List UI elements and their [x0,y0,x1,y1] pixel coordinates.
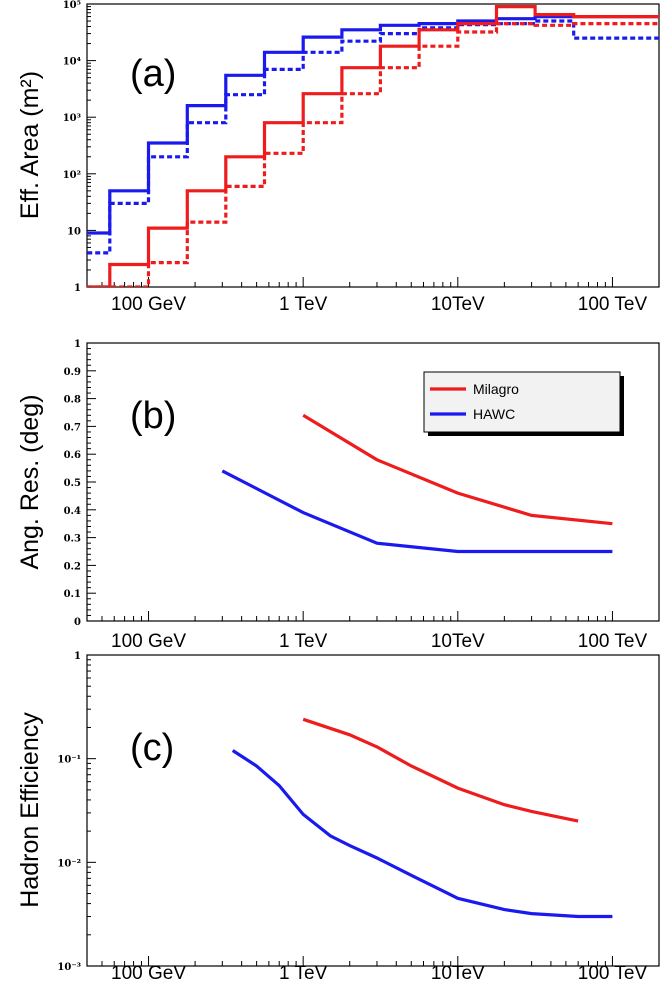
panel-label: (b) [130,395,176,437]
x-tick-label: 100 GeV [111,631,186,652]
y-tick-label: 10² [63,170,81,181]
series-line-milagro-solid [302,413,613,526]
chart-panel-a: 1 10 10² 10³ 10⁴ 10⁵ 100 GeV 1 TeV 10TeV 100 TeV E… [16,0,660,315]
y-tick-label: 0.1 [64,589,81,600]
y-tick-label: 10⁻¹ [57,755,81,766]
y-tick-label: 10⁴ [63,57,82,68]
y-tick-label: 10 [67,226,81,237]
y-tick-label: 10⁵ [63,0,81,11]
y-tick-label: 0.2 [64,561,81,572]
series-line-milagro-dashed [87,22,659,287]
series-line-milagro-solid [302,717,579,823]
y-tick-label: 10⁻³ [57,962,81,973]
x-tick-label: 1 TeV [279,963,328,984]
plot-frame [86,3,660,288]
legend: Milagro HAWC [423,371,624,436]
series-group [221,413,613,554]
y-tick-label: 1 [74,283,81,294]
y-tick-label: 1 [74,651,81,662]
series-group [87,5,659,287]
panel-label: (a) [130,53,176,95]
chart-panel-b: 0 0.1 0.2 0.3 0.4 0.5 0.6 0.7 0.8 0.9 1 100 GeV 1 Te… [16,339,660,652]
y-tick-label: 0 [74,617,81,628]
x-tick-label: 10TeV [431,963,485,984]
y-tick-label: 0.5 [64,478,81,489]
x-tick-label: 100 GeV [111,294,186,315]
series-line-milagro-solid [87,5,659,287]
x-tick-label: 100 TeV [578,631,648,652]
plot-frame [86,654,660,967]
y-tick-label: 0.6 [64,450,81,461]
y-tick-label: 10⁻² [57,858,81,869]
y-tick-label: 0.4 [64,506,81,517]
x-tick-label: 100 GeV [111,963,186,984]
y-tick-label: 0.7 [64,422,81,433]
series-group [231,717,613,919]
y-tick-label: 10³ [63,113,81,124]
x-tick-label: 10TeV [431,631,485,652]
series-line-hawc-solid [221,469,613,554]
y-axis-label: Ang. Res. (deg) [16,394,44,569]
y-tick-label: 0.8 [64,395,81,406]
y-tick-label: 1 [74,339,81,350]
legend-box [423,371,621,433]
y-tick-label: 0.3 [64,534,81,545]
x-tick-label: 1 TeV [279,294,328,315]
legend-label: Milagro [473,381,519,397]
panel-label: (c) [130,727,174,769]
chart-panel-c: 10⁻³ 10⁻² 10⁻¹ 1 100 GeV 1 TeV 10TeV 100 TeV Had… [16,651,660,984]
y-tick-label: 0.9 [64,367,81,378]
legend-label: HAWC [473,406,515,422]
x-tick-label: 100 TeV [578,294,648,315]
series-line-hawc-solid [87,15,659,235]
y-axis-label: Hadron Efficiency [16,712,44,908]
series-line-hawc-solid [231,749,613,919]
x-tick-label: 100 TeV [578,963,648,984]
x-tick-label: 10TeV [431,294,485,315]
y-axis-label: Eff. Area (m²) [16,71,44,219]
x-tick-label: 1 TeV [279,631,328,652]
